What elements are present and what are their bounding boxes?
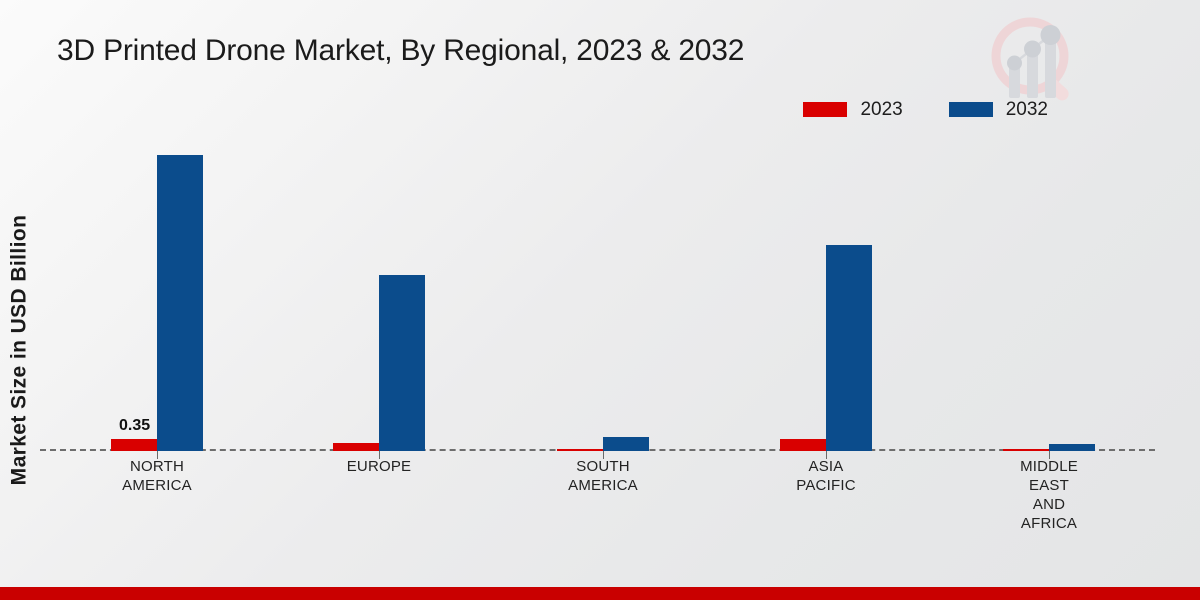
category-label-line: AMERICA <box>122 477 192 494</box>
category-label-line: SOUTH <box>576 458 630 475</box>
bar-2023-middle-east-and-africa[interactable] <box>1003 449 1049 451</box>
chart-title: 3D Printed Drone Market, By Regional, 20… <box>57 34 745 67</box>
legend-item-2023[interactable]: 2023 <box>803 99 903 120</box>
legend-swatch-2032 <box>948 102 993 117</box>
bar-2023-north-america[interactable] <box>111 439 157 451</box>
bar-pair <box>111 140 203 451</box>
legend-label-2023: 2023 <box>860 99 903 120</box>
category-label-line: AMERICA <box>568 477 638 494</box>
bar-2032-middle-east-and-africa[interactable] <box>1049 444 1095 451</box>
bar-2032-south-america[interactable] <box>603 437 649 451</box>
category-label-europe: EUROPE <box>279 457 479 476</box>
bar-2023-south-america[interactable] <box>557 449 603 451</box>
footer-accent-bar <box>0 587 1200 600</box>
bar-2032-europe[interactable] <box>379 275 425 451</box>
legend-swatch-2023 <box>803 102 848 117</box>
category-label-line: AFRICA <box>1020 515 1078 532</box>
x-tick <box>603 451 604 459</box>
chart-legend: 2023 2032 <box>803 100 1048 119</box>
category-label-north-america: NORTH AMERICA <box>57 457 257 495</box>
plot-area: 0.35 NORTH AMERICA EUROPE <box>40 140 1155 532</box>
bar-pair <box>333 140 425 451</box>
legend-item-2032[interactable]: 2032 <box>948 99 1048 120</box>
bar-2032-north-america[interactable] <box>157 155 203 451</box>
category-label-asia-pacific: ASIA PACIFIC <box>726 457 926 495</box>
bar-2023-asia-pacific[interactable] <box>780 439 826 451</box>
category-label-line: NORTH <box>129 458 185 475</box>
x-tick <box>826 451 827 459</box>
x-tick <box>379 451 380 459</box>
bar-pair <box>1003 140 1095 451</box>
category-label-line: MIDDLE <box>1020 458 1078 475</box>
category-label-middle-east-and-africa: MIDDLE EAST AND AFRICA <box>949 457 1149 533</box>
category-label-line: PACIFIC <box>796 477 856 494</box>
value-label-2023-north-america: 0.35 <box>119 417 151 434</box>
category-label-line: EUROPE <box>346 458 412 475</box>
y-axis-title-text: Market Size in USD Billion <box>7 214 30 486</box>
legend-label-2032: 2032 <box>1005 99 1048 120</box>
category-label-line: AND <box>1032 496 1066 513</box>
bar-2032-asia-pacific[interactable] <box>826 245 872 451</box>
bar-2023-europe[interactable] <box>333 443 379 451</box>
category-label-line: EAST <box>1029 477 1069 494</box>
bar-pair <box>780 140 872 451</box>
x-tick <box>1049 451 1050 459</box>
y-axis-title: Market Size in USD Billion <box>2 185 36 515</box>
bar-pair <box>557 140 649 451</box>
category-label-line: ASIA <box>808 458 844 475</box>
category-label-south-america: SOUTH AMERICA <box>503 457 703 495</box>
x-tick <box>157 451 158 459</box>
